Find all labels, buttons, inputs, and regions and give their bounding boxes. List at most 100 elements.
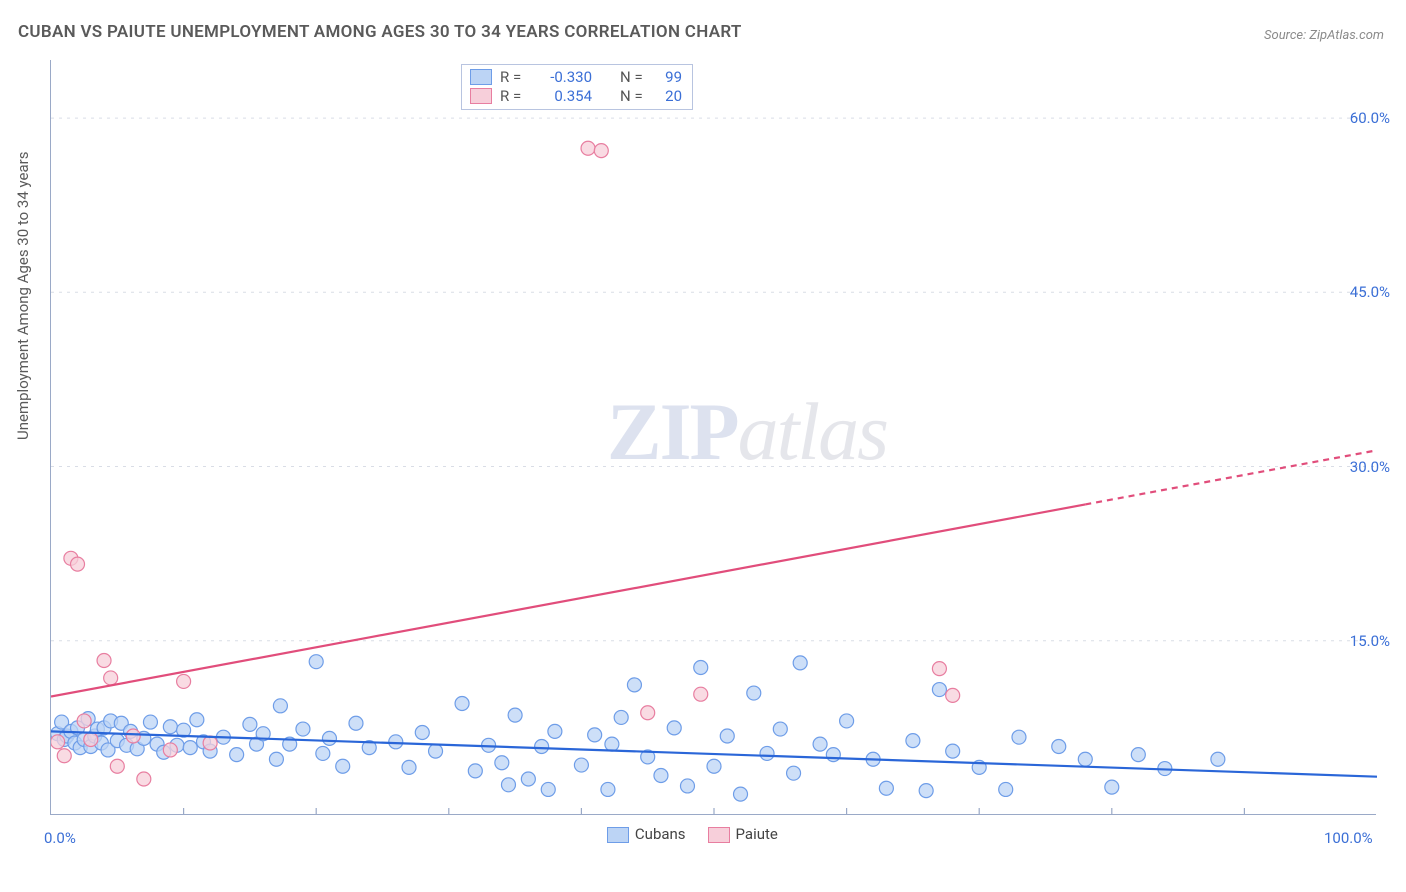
data-point: [163, 720, 177, 734]
data-point: [932, 683, 946, 697]
r-value: 0.354: [536, 87, 592, 105]
data-point: [641, 706, 655, 720]
data-point: [143, 715, 157, 729]
data-point: [336, 759, 350, 773]
data-point: [455, 696, 469, 710]
series-legend: Cubans Paiute: [607, 825, 778, 843]
data-point: [97, 654, 111, 668]
y-tick-label: 15.0%: [1350, 632, 1390, 650]
data-point: [773, 722, 787, 736]
r-label: R =: [500, 68, 528, 86]
data-point: [495, 756, 509, 770]
data-point: [946, 744, 960, 758]
data-point: [826, 748, 840, 762]
legend-swatch: [607, 827, 629, 843]
data-point: [588, 728, 602, 742]
data-point: [707, 759, 721, 773]
data-point: [177, 674, 191, 688]
data-point: [389, 735, 403, 749]
data-point: [51, 735, 65, 749]
y-axis-label: Unemployment Among Ages 30 to 34 years: [14, 152, 32, 440]
data-point: [163, 743, 177, 757]
data-point: [521, 772, 535, 786]
plot-area: [50, 60, 1376, 815]
data-point: [734, 787, 748, 801]
data-point: [605, 737, 619, 751]
data-point: [581, 141, 595, 155]
data-point: [1078, 752, 1092, 766]
data-point: [84, 733, 98, 747]
y-tick-label: 60.0%: [1350, 109, 1390, 127]
data-point: [273, 699, 287, 713]
data-point: [316, 746, 330, 760]
data-point: [1131, 748, 1145, 762]
data-point: [747, 686, 761, 700]
data-point: [57, 749, 71, 763]
data-point: [680, 779, 694, 793]
data-point: [793, 656, 807, 670]
data-point: [919, 784, 933, 798]
data-point: [349, 716, 363, 730]
data-point: [694, 687, 708, 701]
r-label: R =: [500, 87, 528, 105]
data-point: [296, 722, 310, 736]
legend-swatch: [470, 88, 492, 104]
n-value: 99: [656, 68, 682, 86]
trend-line-extrapolated: [1085, 450, 1377, 504]
data-point: [813, 737, 827, 751]
data-point: [932, 662, 946, 676]
legend-item: Cubans: [607, 825, 686, 843]
data-point: [654, 769, 668, 783]
data-point: [126, 729, 140, 743]
trend-line: [51, 504, 1085, 696]
data-point: [1105, 780, 1119, 794]
chart-container: CUBAN VS PAIUTE UNEMPLOYMENT AMONG AGES …: [0, 0, 1406, 892]
data-point: [627, 678, 641, 692]
n-label: N =: [620, 68, 648, 86]
x-tick-label: 100.0%: [1324, 829, 1373, 847]
data-point: [601, 782, 615, 796]
n-value: 20: [656, 87, 682, 105]
legend-swatch: [708, 827, 730, 843]
legend-label: Cubans: [635, 825, 686, 843]
data-point: [508, 708, 522, 722]
data-point: [840, 714, 854, 728]
legend-label: Paiute: [736, 825, 778, 843]
data-point: [183, 741, 197, 755]
data-point: [694, 660, 708, 674]
legend-swatch: [470, 69, 492, 85]
data-point: [429, 744, 443, 758]
data-point: [104, 671, 118, 685]
data-point: [77, 714, 91, 728]
data-point: [243, 717, 257, 731]
data-point: [230, 748, 244, 762]
r-value: -0.330: [536, 68, 592, 86]
data-point: [1052, 739, 1066, 753]
data-point: [594, 144, 608, 158]
data-point: [879, 781, 893, 795]
data-point: [137, 772, 151, 786]
data-point: [720, 729, 734, 743]
n-label: N =: [620, 87, 648, 105]
data-point: [71, 557, 85, 571]
y-tick-label: 45.0%: [1350, 283, 1390, 301]
data-point: [614, 710, 628, 724]
chart-title: CUBAN VS PAIUTE UNEMPLOYMENT AMONG AGES …: [18, 22, 742, 42]
x-tick-label: 0.0%: [44, 829, 76, 847]
data-point: [415, 726, 429, 740]
data-point: [203, 736, 217, 750]
correlation-legend: R = -0.330 N = 99 R = 0.354 N = 20: [461, 64, 693, 110]
legend-row: R = 0.354 N = 20: [470, 87, 682, 105]
legend-item: Paiute: [708, 825, 778, 843]
data-point: [787, 766, 801, 780]
data-point: [1211, 752, 1225, 766]
data-point: [548, 724, 562, 738]
data-point: [322, 731, 336, 745]
legend-row: R = -0.330 N = 99: [470, 68, 682, 86]
y-tick-label: 30.0%: [1350, 458, 1390, 476]
source-attribution: Source: ZipAtlas.com: [1264, 28, 1384, 43]
data-point: [110, 759, 124, 773]
data-point: [535, 739, 549, 753]
data-point: [541, 782, 555, 796]
data-point: [190, 713, 204, 727]
